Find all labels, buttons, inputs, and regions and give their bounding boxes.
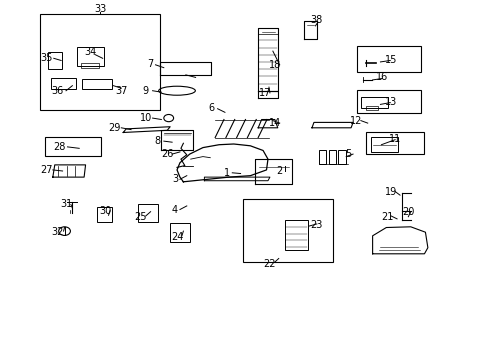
Text: 37: 37: [115, 86, 127, 96]
Text: 24: 24: [170, 232, 183, 242]
Text: 1: 1: [224, 168, 230, 178]
Text: 21: 21: [380, 212, 393, 222]
Bar: [81, 63, 99, 68]
Text: 33: 33: [94, 4, 106, 14]
Text: 6: 6: [208, 103, 214, 113]
Text: 5: 5: [345, 149, 350, 159]
Text: 36: 36: [51, 86, 64, 96]
Bar: [365, 106, 377, 110]
Text: 17: 17: [258, 88, 271, 98]
Bar: [243, 199, 333, 262]
Text: 15: 15: [384, 55, 397, 66]
Bar: [77, 47, 104, 66]
Text: 34: 34: [84, 47, 97, 57]
Text: 25: 25: [134, 212, 147, 222]
Bar: [356, 90, 420, 113]
Bar: [170, 223, 189, 242]
Text: 18: 18: [268, 60, 281, 70]
Text: 30: 30: [99, 206, 111, 216]
Bar: [318, 150, 325, 164]
Bar: [40, 14, 160, 110]
Text: 27: 27: [40, 165, 53, 175]
Text: 2: 2: [276, 166, 282, 176]
Bar: [82, 79, 112, 89]
Text: 4: 4: [172, 204, 178, 215]
Text: 32: 32: [51, 227, 64, 237]
Bar: [51, 78, 76, 89]
Text: 20: 20: [401, 207, 414, 217]
Text: 9: 9: [142, 86, 148, 96]
Text: 35: 35: [40, 53, 53, 63]
Text: 22: 22: [263, 258, 276, 269]
Text: 7: 7: [147, 59, 153, 69]
Text: 23: 23: [310, 220, 323, 230]
Bar: [356, 46, 420, 72]
Bar: [360, 97, 387, 108]
Text: 16: 16: [375, 72, 388, 82]
Text: 31: 31: [60, 199, 72, 210]
Bar: [284, 220, 307, 250]
Bar: [338, 150, 345, 164]
Text: 14: 14: [268, 118, 281, 128]
Text: 26: 26: [161, 149, 173, 159]
Text: 13: 13: [384, 96, 397, 107]
Text: 3: 3: [172, 174, 178, 184]
Bar: [48, 52, 61, 69]
Text: 29: 29: [108, 123, 121, 133]
Text: 19: 19: [384, 186, 397, 197]
Text: 10: 10: [139, 113, 152, 123]
Bar: [328, 150, 335, 164]
Text: 8: 8: [154, 136, 160, 146]
Text: 12: 12: [349, 116, 362, 126]
Text: 11: 11: [388, 134, 401, 144]
Text: 38: 38: [310, 15, 323, 25]
Bar: [97, 207, 112, 222]
Bar: [365, 132, 424, 154]
Bar: [370, 137, 397, 152]
Bar: [138, 204, 158, 222]
Text: 28: 28: [53, 142, 66, 152]
Bar: [45, 137, 101, 156]
